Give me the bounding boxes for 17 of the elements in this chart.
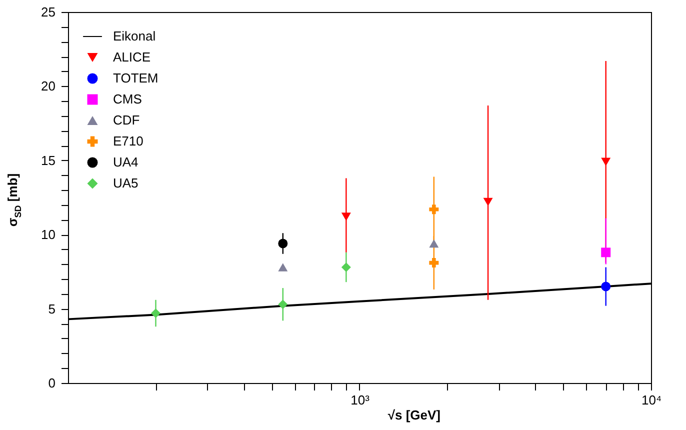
x-tick-label: 10³ bbox=[350, 392, 370, 408]
legend-label: ALICE bbox=[113, 50, 151, 64]
legend-label: CMS bbox=[113, 92, 142, 106]
x-axis-title: √s [GeV] bbox=[388, 408, 440, 422]
x-tick-label: 10⁴ bbox=[641, 392, 662, 408]
y-tick-label: 10 bbox=[41, 227, 56, 242]
legend-label: UA4 bbox=[113, 154, 138, 170]
legend-label: UA5 bbox=[113, 176, 138, 190]
legend-label: Eikonal bbox=[113, 28, 156, 44]
legend-label: E710 bbox=[113, 134, 144, 148]
legend-label: CDF bbox=[113, 112, 140, 128]
y-tick-label: 5 bbox=[48, 301, 56, 316]
legend-label: TOTEM bbox=[113, 70, 158, 86]
y-tick-label: 20 bbox=[41, 78, 56, 94]
y-tick-label: 25 bbox=[41, 4, 56, 20]
y-tick-label: 0 bbox=[48, 376, 56, 390]
y-tick-label: 15 bbox=[41, 152, 56, 168]
